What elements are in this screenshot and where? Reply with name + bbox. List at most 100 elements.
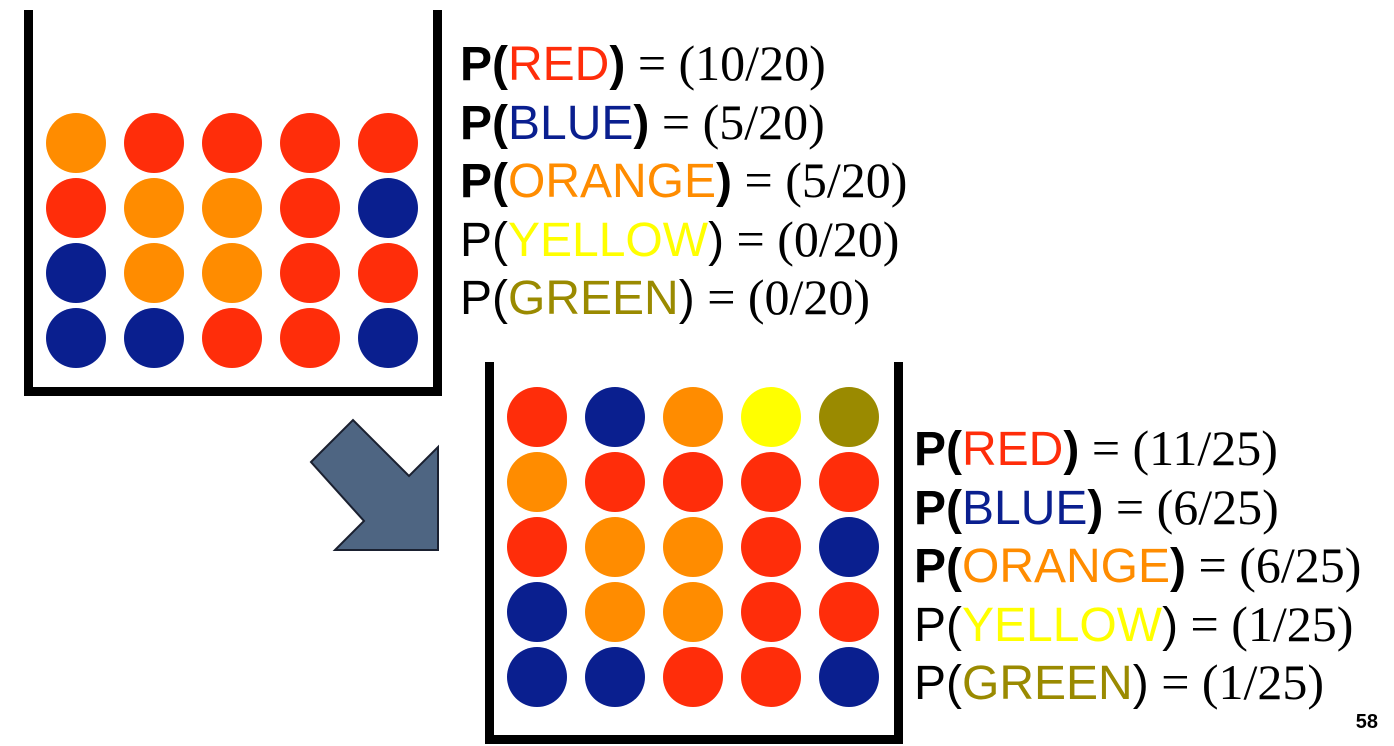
probability-prefix: P( [914,598,962,652]
probability-value: = (6/25) [1186,537,1362,593]
probability-value: = (10/20) [625,35,826,91]
color-name: RED [962,423,1064,476]
ball-orange [663,517,723,577]
bottom-jar-bottom-wall [485,735,903,744]
ball-blue [585,387,645,447]
ball-red [819,452,879,512]
probability-prefix: P( [460,213,508,267]
ball-red [46,178,106,238]
probability-suffix: ) [716,155,733,208]
probability-label: P(BLUE) [460,97,649,150]
probability-label: P(YELLOW) [914,599,1178,652]
ball-red [741,452,801,512]
ball-blue [585,647,645,707]
ball-green [819,387,879,447]
probability-suffix: ) [609,38,626,91]
color-name: BLUE [508,96,634,150]
ball-red [585,452,645,512]
top-probability-list: P(RED) = (10/20) P(BLUE) = (5/20) P(ORANGE… [460,34,907,327]
probability-prefix: P( [460,272,508,325]
color-name: ORANGE [962,540,1171,593]
ball-red [202,113,262,173]
bottom-jar-left-wall [485,362,494,744]
ball-red [358,243,418,303]
ball-blue [507,647,567,707]
ball-red [280,243,340,303]
probability-prefix: P( [460,155,508,208]
top-jar-right-wall [433,10,442,396]
ball-orange [507,452,567,512]
probability-value: = (6/25) [1103,478,1279,535]
ball-red [202,308,262,368]
ball-red [358,113,418,173]
probability-label: P(RED) [460,38,625,91]
bottom-jar-right-wall [894,362,903,744]
probability-prefix: P( [914,481,962,535]
ball-blue [358,308,418,368]
probability-label: P(BLUE) [914,482,1103,535]
probability-value: = (1/25) [1178,595,1354,652]
ball-blue [819,647,879,707]
top-jar-bottom-wall [24,387,442,396]
probability-suffix: ) [633,96,650,150]
ball-blue [358,178,418,238]
ball-orange [124,178,184,238]
probability-suffix: ) [1087,481,1104,535]
ball-yellow [741,387,801,447]
color-name: BLUE [962,481,1088,535]
probability-red: P(RED) = (10/20) [460,34,907,93]
ball-orange [663,582,723,642]
probability-prefix: P( [914,423,962,476]
ball-red [741,647,801,707]
probability-prefix: P( [914,657,962,710]
probability-red: P(RED) = (11/25) [914,419,1361,478]
probability-orange: P(ORANGE) = (5/20) [460,151,907,210]
probability-prefix: P( [914,540,962,593]
top-jar [24,10,442,396]
ball-red [280,308,340,368]
ball-red [663,647,723,707]
ball-red [741,582,801,642]
probability-label: P(ORANGE) [460,155,732,208]
color-name: YELLOW [962,598,1163,652]
probability-value: = (11/25) [1079,420,1278,476]
probability-label: P(ORANGE) [914,540,1186,593]
probability-label: P(GREEN) [914,657,1149,710]
probability-label: P(YELLOW) [460,214,724,267]
probability-suffix: ) [1132,657,1149,710]
color-name: RED [508,38,610,91]
bottom-jar [485,362,903,744]
page-number: 58 [1355,711,1378,733]
arrow-icon [309,418,439,551]
probability-value: = (0/20) [694,269,871,325]
ball-blue [46,308,106,368]
probability-suffix: ) [678,272,695,325]
color-name: YELLOW [508,213,709,267]
ball-red [280,178,340,238]
probability-blue: P(BLUE) = (6/25) [914,478,1361,537]
ball-red [663,452,723,512]
probability-blue: P(BLUE) = (5/20) [460,93,907,152]
ball-red [507,387,567,447]
top-jar-left-wall [24,10,33,396]
probability-label: P(RED) [914,423,1079,476]
probability-suffix: ) [1170,540,1187,593]
ball-orange [46,113,106,173]
ball-blue [819,517,879,577]
ball-red [124,113,184,173]
ball-red [280,113,340,173]
probability-yellow: P(YELLOW) = (0/20) [460,210,907,269]
ball-red [741,517,801,577]
probability-value: = (5/20) [649,93,825,150]
ball-red [507,517,567,577]
ball-orange [202,178,262,238]
probability-label: P(GREEN) [460,272,695,325]
probability-suffix: ) [1162,598,1179,652]
probability-prefix: P( [460,38,508,91]
probability-orange: P(ORANGE) = (6/25) [914,536,1361,595]
ball-blue [507,582,567,642]
color-name: ORANGE [508,155,717,208]
probability-value: = (1/25) [1148,654,1325,710]
ball-orange [124,243,184,303]
probability-value: = (0/20) [724,210,900,267]
